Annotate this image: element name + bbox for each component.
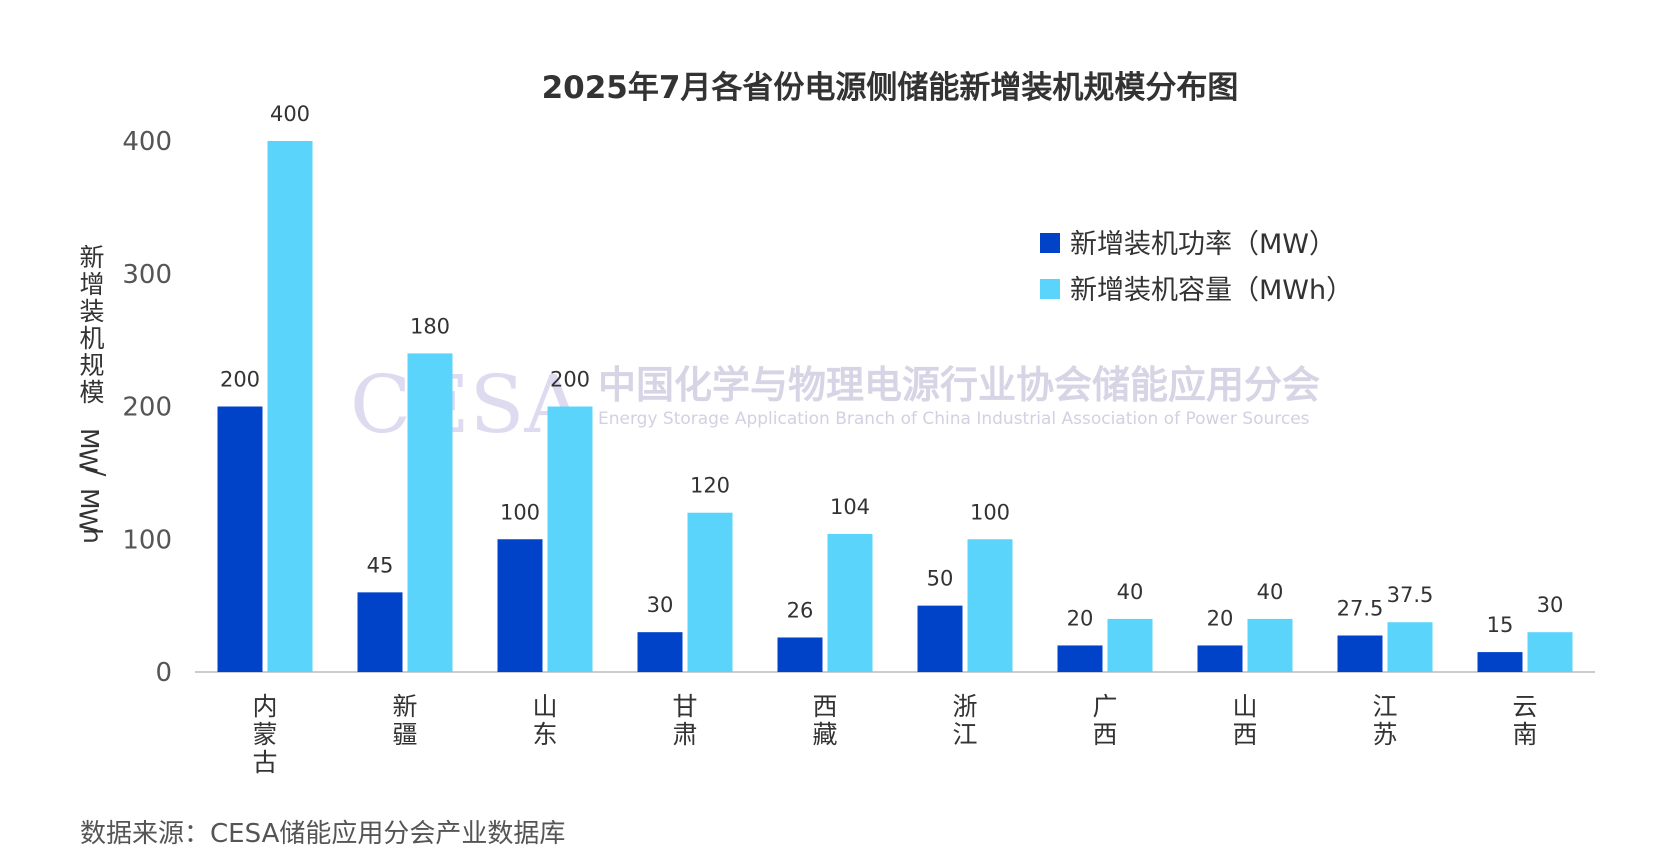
bar-capacity: [1107, 618, 1153, 672]
category-label: 新疆: [392, 692, 417, 749]
data-label: 20: [1067, 606, 1094, 630]
category-label: 甘肃: [672, 692, 697, 749]
bar-power: [777, 637, 823, 672]
bar-power: [1337, 635, 1383, 672]
bar-power: [357, 592, 403, 672]
legend-swatch-capacity: [1040, 279, 1060, 299]
category-labels: 内蒙古 新疆 山东 甘肃 西藏 浙江 广西 山西 江苏 云南: [252, 692, 1537, 777]
data-label: 37.5: [1387, 583, 1434, 607]
bar-capacity: [827, 533, 873, 672]
chart-title: 2025年7月各省份电源侧储能新增装机规模分布图: [542, 70, 1239, 106]
data-label: 104: [830, 495, 870, 519]
y-axis-ticks: 0 100 200 300 400: [122, 127, 172, 688]
data-label: 50: [927, 567, 954, 591]
bar-power: [1057, 645, 1103, 672]
y-tick-label: 200: [122, 393, 172, 423]
data-label: 20: [1207, 606, 1234, 630]
bar-power: [1197, 645, 1243, 672]
category-label: 浙江: [952, 692, 977, 749]
data-label: 40: [1117, 580, 1144, 604]
bar-capacity: [687, 512, 733, 672]
category-label: 西藏: [812, 692, 837, 749]
bar-capacity: [1387, 622, 1433, 672]
category-label: 广西: [1092, 692, 1117, 749]
watermark-subtext: Energy Storage Application Branch of Chi…: [598, 409, 1310, 429]
category-label: 内蒙古: [252, 692, 277, 777]
data-label: 200: [550, 368, 590, 392]
category-label: 江苏: [1372, 692, 1397, 749]
legend-label-capacity: 新增装机容量（MWh）: [1070, 275, 1353, 306]
legend-label-power: 新增装机功率（MW）: [1070, 229, 1336, 260]
data-label: 30: [647, 593, 674, 617]
data-label: 45: [367, 553, 394, 577]
bar-capacity: [267, 141, 313, 672]
data-label: 27.5: [1337, 596, 1384, 620]
data-label: 15: [1487, 613, 1514, 637]
legend: 新增装机功率（MW） 新增装机容量（MWh）: [1040, 229, 1353, 306]
data-label: 30: [1537, 593, 1564, 617]
bar-capacity: [1527, 632, 1573, 672]
legend-swatch-power: [1040, 233, 1060, 253]
bar-capacity: [547, 406, 593, 672]
data-labels: 200 400 45 180 100 200 30 120 26 104 50 100 20 40 20 40…: [220, 102, 1563, 637]
category-label: 山东: [532, 692, 557, 749]
data-label: 400: [270, 102, 310, 126]
bar-capacity: [967, 539, 1013, 672]
data-label: 40: [1257, 580, 1284, 604]
data-label: 180: [410, 314, 450, 338]
y-tick-label: 400: [122, 127, 172, 157]
y-tick-label: 100: [122, 525, 172, 555]
bar-power: [217, 406, 263, 672]
category-label: 山西: [1232, 692, 1257, 749]
data-label: 200: [220, 368, 260, 392]
bar-power: [1477, 652, 1523, 672]
source-note: 数据来源：CESA储能应用分会产业数据库: [80, 819, 565, 849]
bar-power: [917, 605, 963, 672]
bar-power: [637, 632, 683, 672]
data-label: 100: [500, 500, 540, 524]
data-label: 26: [787, 598, 814, 622]
data-label: 120: [690, 474, 730, 498]
bar-power: [497, 539, 543, 672]
watermark-text: 中国化学与物理电源行业协会储能应用分会: [598, 363, 1320, 407]
watermark-logo: CESA: [350, 358, 583, 451]
data-label: 100: [970, 500, 1010, 524]
bar-capacity: [407, 353, 453, 672]
category-label: 云南: [1512, 692, 1537, 749]
y-tick-label: 0: [155, 658, 172, 688]
y-tick-label: 300: [122, 260, 172, 290]
bars: [217, 141, 1573, 672]
watermark: CESA 中国化学与物理电源行业协会储能应用分会 Energy Storage …: [350, 358, 1320, 451]
bar-capacity: [1247, 618, 1293, 672]
